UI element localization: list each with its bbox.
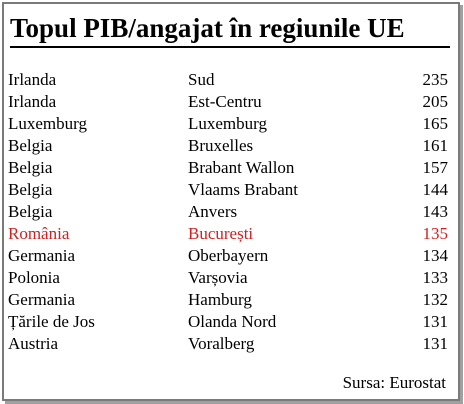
- value-cell: 134: [422, 246, 449, 265]
- value-cell: 133: [422, 268, 449, 287]
- chart-frame: Topul PIB/angajat în regiunile UE Irland…: [2, 2, 460, 401]
- table-row: Polonia Varșovia 133: [8, 267, 448, 289]
- value-cell: 157: [422, 158, 449, 177]
- table-row: Irlanda Est-Centru 205: [8, 91, 448, 113]
- table-row: Germania Hamburg 132: [8, 289, 448, 311]
- table-row: Belgia Vlaams Brabant 144: [8, 179, 448, 201]
- table-row: Irlanda Sud 235: [8, 69, 448, 91]
- region-cell: București: [188, 224, 254, 243]
- value-cell: 131: [422, 312, 449, 331]
- table-row: România București 135: [8, 223, 448, 245]
- chart-title: Topul PIB/angajat în regiunile UE: [10, 13, 405, 43]
- value-cell: 131: [422, 334, 449, 353]
- value-cell: 205: [422, 92, 449, 111]
- country-cell: Germania: [8, 290, 76, 309]
- table-row: Germania Oberbayern 134: [8, 245, 448, 267]
- country-cell: România: [8, 224, 70, 243]
- table-row: Luxemburg Luxemburg 165: [8, 113, 448, 135]
- country-cell: Irlanda: [8, 70, 57, 89]
- table-body: Irlanda Sud 235 Irlanda Est-Centru 205 Luxembu…: [8, 69, 448, 355]
- table-row: Belgia Brabant Wallon 157: [8, 157, 448, 179]
- table-row: Belgia Anvers 143: [8, 201, 448, 223]
- value-cell: 135: [422, 224, 449, 243]
- region-cell: Bruxelles: [188, 136, 254, 155]
- region-cell: Olanda Nord: [188, 312, 277, 331]
- region-cell: Est-Centru: [188, 92, 262, 111]
- region-cell: Anvers: [188, 202, 238, 221]
- value-cell: 144: [422, 180, 449, 199]
- title-underline: [10, 46, 450, 48]
- value-cell: 235: [422, 70, 449, 89]
- region-cell: Vlaams Brabant: [188, 180, 298, 199]
- data-table: Irlanda Sud 235 Irlanda Est-Centru 205 Luxembu…: [8, 69, 448, 355]
- value-cell: 143: [422, 202, 449, 221]
- source-note: Sursa: Eurostat: [342, 373, 446, 392]
- country-cell: Belgia: [8, 158, 53, 177]
- table-row: Belgia Bruxelles 161: [8, 135, 448, 157]
- country-cell: Austria: [8, 334, 59, 353]
- country-cell: Belgia: [8, 202, 53, 221]
- country-cell: Țările de Jos: [8, 312, 95, 331]
- region-cell: Brabant Wallon: [188, 158, 295, 177]
- region-cell: Sud: [188, 70, 215, 89]
- value-cell: 165: [422, 114, 449, 133]
- country-cell: Luxemburg: [8, 114, 88, 133]
- table-row: Austria Voralberg 131: [8, 333, 448, 355]
- country-cell: Germania: [8, 246, 76, 265]
- country-cell: Irlanda: [8, 92, 57, 111]
- region-cell: Varșovia: [188, 268, 248, 287]
- region-cell: Luxemburg: [188, 114, 268, 133]
- region-cell: Voralberg: [188, 334, 255, 353]
- country-cell: Polonia: [8, 268, 60, 287]
- country-cell: Belgia: [8, 180, 53, 199]
- country-cell: Belgia: [8, 136, 53, 155]
- table-row: Țările de Jos Olanda Nord 131: [8, 311, 448, 333]
- region-cell: Oberbayern: [188, 246, 269, 265]
- region-cell: Hamburg: [188, 290, 252, 309]
- value-cell: 161: [422, 136, 449, 155]
- value-cell: 132: [422, 290, 449, 309]
